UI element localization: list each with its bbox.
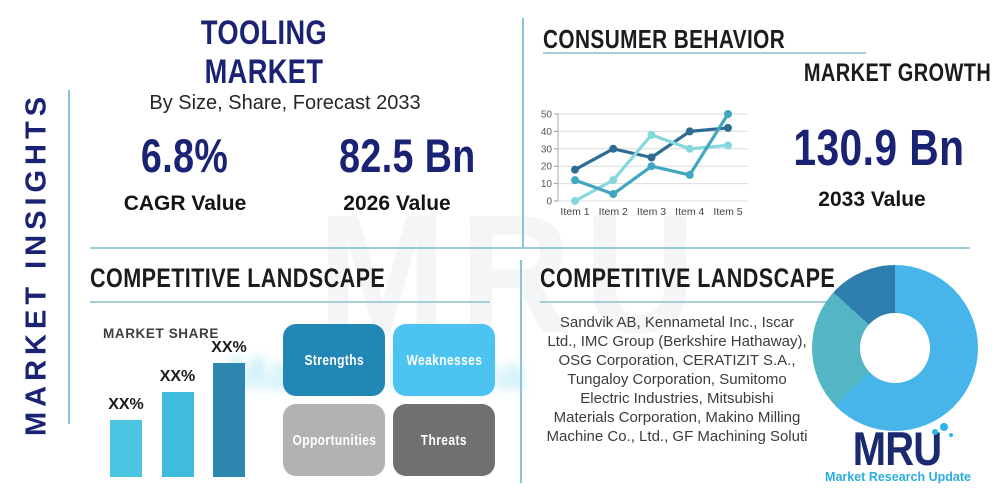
svg-text:Item 2: Item 2 [599,206,628,218]
competitive-landscape-right-underline [540,301,870,303]
swot-tile-label: Opportunities [292,431,376,449]
page-subtitle: By Size, Share, Forecast 2033 [149,92,421,114]
svg-text:10: 10 [541,179,553,190]
market-share-bar-value-3: XX% [211,339,247,356]
kpi-2026-label: 2026 Value [343,192,451,215]
logo-splash-icon [949,433,953,437]
svg-text:50: 50 [541,110,553,121]
svg-text:Item 4: Item 4 [675,206,704,218]
market-share-bar-2 [161,391,194,477]
swot-grid: Strengths Weaknesses Opportunities Threats [283,324,495,476]
horizontal-divider [90,247,970,249]
logo-splash-icon [940,423,948,431]
kpi-2033-value: 130.9 Bn [793,119,965,176]
swot-tile-label: Strengths [304,351,364,369]
page-title: TOOLING MARKET [200,14,328,91]
swot-tile-label: Weaknesses [406,351,482,369]
swot-tile-weaknesses: Weaknesses [393,324,495,396]
competitive-landscape-right-heading: COMPETITIVE LANDSCAPE [540,263,836,293]
market-share-bar-value-2: XX% [159,367,196,385]
market-growth-heading: MARKET GROWTH [803,59,992,87]
consumer-behavior-line-chart: 0 10 20 30 40 50 Item 1 Item 2 Item 3 Item 4 Item … [541,110,748,218]
market-share-bar-chart: XX% XX% XX% [95,335,270,480]
top-right-separator-line [522,18,524,248]
consumer-behavior-heading: CONSUMER BEHAVIOR [543,24,786,54]
svg-text:20: 20 [541,162,553,173]
market-share-title: MARKET SHARE [103,326,219,341]
kpi-2033-label: 2033 Value [818,188,926,211]
market-share-bar-1 [110,420,142,477]
mru-logo-text: MRU [853,422,942,475]
svg-text:0: 0 [546,197,552,208]
swot-tile-label: Threats [420,431,468,449]
svg-text:Item 3: Item 3 [637,206,666,218]
competitive-landscape-left-heading: COMPETITIVE LANDSCAPE [90,263,386,293]
kpi-cagr-value: 6.8% [141,129,229,182]
donut-hole [860,313,930,383]
bottom-right-separator-line [520,260,522,483]
companies-list: Sandvik AB, Kennametal Inc., Iscar Ltd.,… [546,314,808,445]
vertical-title: MARKET INSIGHTS [20,91,53,437]
swot-tile-opportunities: Opportunities [283,404,385,476]
svg-text:Item 1: Item 1 [560,206,589,218]
svg-text:30: 30 [541,144,553,155]
market-share-bar-value-1: XX% [108,396,144,413]
mru-logo: MRU [810,422,985,475]
logo-splash-icon [932,429,938,435]
consumer-behavior-underline [543,52,866,54]
svg-text:40: 40 [541,127,553,138]
kpi-2026-value: 82.5 Bn [339,129,476,182]
kpi-cagr-label: CAGR Value [123,192,247,215]
competitive-landscape-left-underline [90,301,490,303]
swot-tile-strengths: Strengths [283,324,385,396]
svg-text:Item 5: Item 5 [713,206,742,218]
mru-logo-tagline: Market Research Update [825,470,971,484]
swot-tile-threats: Threats [393,404,495,476]
left-separator-line [68,90,70,424]
market-share-bar-3 [213,363,245,477]
